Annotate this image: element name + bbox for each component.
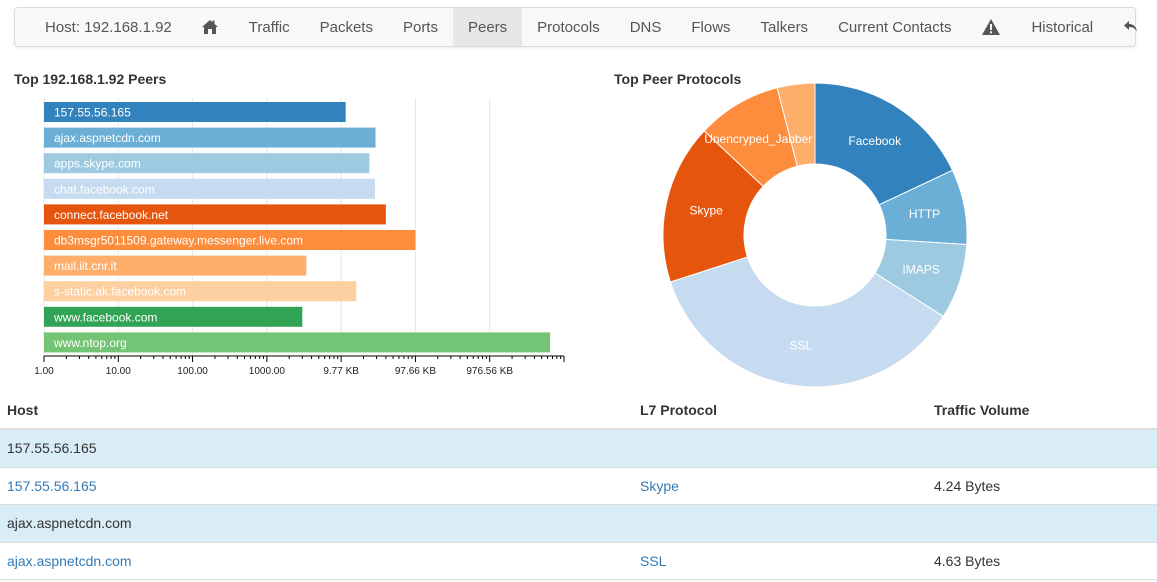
donut-slice[interactable] — [776, 82, 816, 167]
protocol-link[interactable]: SSL — [640, 552, 667, 569]
nav-flows[interactable]: Flows — [691, 18, 731, 36]
host-link[interactable]: 157.55.56.165 — [7, 477, 97, 494]
group-host-label: 157.55.56.165 — [7, 440, 97, 457]
nav-ports[interactable]: Ports — [402, 18, 438, 36]
bar-label: mail.iit.cnr.it — [54, 259, 117, 273]
bar-label: www.ntop.org — [53, 336, 127, 350]
donut-slice[interactable] — [669, 256, 945, 388]
nav-home[interactable] — [186, 8, 234, 46]
nav-peers[interactable]: Peers — [452, 8, 523, 46]
host-link[interactable]: ajax.aspnetcdn.com — [7, 552, 132, 569]
table-group-row: ajax.aspnetcdn.com — [0, 505, 1157, 543]
bar[interactable] — [44, 281, 357, 302]
header-traffic-volume[interactable]: Traffic Volume — [934, 402, 1030, 418]
x-tick-label: 9.77 KB — [323, 366, 359, 377]
nav-back[interactable] — [1108, 8, 1154, 46]
bar[interactable] — [44, 102, 346, 122]
bar-label: ajax.aspnetcdn.com — [54, 131, 161, 145]
table-header: Host L7 Protocol Traffic Volume — [0, 392, 1157, 430]
x-tick-label: 976.56 KB — [466, 366, 513, 377]
bar-label: db3msgr5011509.gateway.messenger.live.co… — [54, 234, 303, 248]
peers-table: Host L7 Protocol Traffic Volume 157.55.5… — [0, 392, 1157, 580]
x-tick-label: 1.00 — [34, 366, 54, 377]
bar-label: s-static.ak.facebook.com — [54, 285, 186, 299]
slice-label: Unencryped_Jabber — [704, 132, 812, 146]
nav-alerts[interactable] — [966, 8, 1016, 46]
header-host[interactable]: Host — [7, 402, 39, 418]
bar[interactable] — [44, 255, 307, 276]
host-label[interactable]: Host: 192.168.1.92 — [45, 18, 172, 36]
nav-protocols[interactable]: Protocols — [537, 18, 600, 36]
reply-icon — [1123, 20, 1139, 34]
protocols-chart-title: Top Peer Protocols — [614, 71, 742, 87]
table-group-row: 157.55.56.165 — [0, 430, 1157, 468]
x-tick-label: 100.00 — [177, 366, 208, 377]
bar-label: 157.55.56.165 — [54, 106, 131, 120]
top-protocols-donut-chart: Facebook HTTP IMAPS SSL Skype Unencryped_Jabb… — [662, 82, 968, 388]
table-row: 157.55.56.165 Skype 4.24 Bytes — [0, 468, 1157, 505]
slice-label: HTTP — [909, 207, 940, 221]
nav-packets[interactable]: Packets — [319, 18, 373, 36]
slice-label: Facebook — [848, 134, 902, 148]
top-peers-bar-chart: 157.55.56.165 ajax.aspnetcdn.com apps.skyp… — [34, 98, 565, 377]
protocol-link[interactable]: Skype — [640, 477, 679, 494]
traffic-volume: 4.63 Bytes — [934, 552, 1001, 569]
donut-slice[interactable] — [662, 130, 764, 283]
x-tick-label: 10.00 — [106, 366, 131, 377]
nav-traffic[interactable]: Traffic — [248, 18, 290, 36]
nav-dns[interactable]: DNS — [629, 18, 662, 36]
bar[interactable] — [44, 306, 303, 327]
bar-label: apps.skype.com — [54, 157, 141, 171]
bar[interactable] — [44, 153, 370, 174]
donut-slice[interactable] — [814, 82, 954, 206]
nav-historical[interactable]: Historical — [1031, 18, 1094, 36]
nav-talkers[interactable]: Talkers — [760, 18, 809, 36]
nav-current-contacts[interactable]: Current Contacts — [838, 18, 952, 36]
bar[interactable] — [44, 332, 551, 353]
slice-label: SSL — [790, 339, 813, 353]
bar-label: www.facebook.com — [53, 310, 157, 324]
bar-label: chat.facebook.com — [54, 182, 155, 196]
x-tick-label: 97.66 KB — [395, 366, 436, 377]
traffic-volume: 4.24 Bytes — [934, 477, 1001, 494]
slice-label: Skype — [690, 204, 724, 218]
peers-chart-title: Top 192.168.1.92 Peers — [14, 71, 167, 87]
x-tick-label: 1000.00 — [249, 366, 286, 377]
bar[interactable] — [44, 127, 376, 148]
header-l7-protocol[interactable]: L7 Protocol — [640, 402, 718, 418]
bar-label: connect.facebook.net — [54, 208, 169, 222]
host-navbar: Host: 192.168.1.92 Traffic Packets Ports… — [14, 7, 1138, 47]
home-icon — [201, 19, 219, 35]
group-host-label: ajax.aspnetcdn.com — [7, 515, 132, 532]
bar[interactable] — [44, 204, 386, 225]
bar[interactable] — [44, 178, 375, 199]
table-row: ajax.aspnetcdn.com SSL 4.63 Bytes — [0, 543, 1157, 580]
bar[interactable] — [44, 230, 416, 250]
warning-icon — [981, 18, 1001, 36]
slice-label: IMAPS — [902, 262, 939, 276]
